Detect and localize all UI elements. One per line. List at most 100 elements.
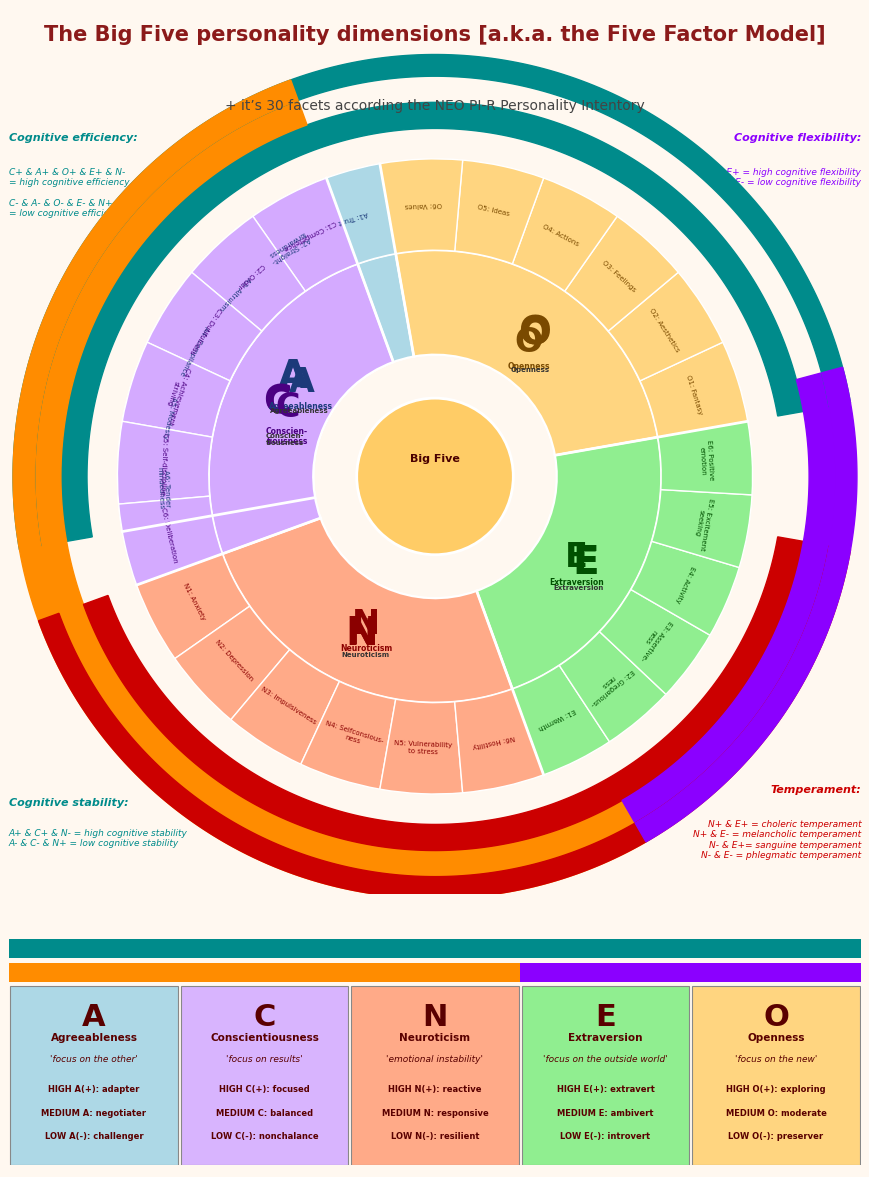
Text: C+ & A+ & O+ & E+ & N-
= high cognitive efficiency

C- & A- & O- & E- & N+
= low: C+ & A+ & O+ & E+ & N- = high cognitive … (9, 167, 129, 218)
Text: O1: Fantasy: O1: Fantasy (685, 374, 702, 415)
Text: N2: Depression: N2: Depression (214, 638, 255, 681)
Wedge shape (512, 665, 609, 774)
Text: MEDIUM E: ambivert: MEDIUM E: ambivert (557, 1109, 653, 1118)
Text: A5: Modesty: A5: Modesty (162, 395, 177, 439)
Wedge shape (395, 251, 657, 455)
Text: Agreeableness: Agreeableness (50, 1033, 137, 1043)
Text: E5: Excitement
seeking: E5: Excitement seeking (691, 497, 713, 551)
Text: Agreeableness: Agreeableness (269, 403, 333, 412)
Wedge shape (454, 160, 543, 264)
Wedge shape (395, 251, 657, 455)
Text: The Big Five personality dimensions [a.k.a. the Five Factor Model]: The Big Five personality dimensions [a.k… (44, 26, 825, 45)
Text: E3: Assertive-
ness: E3: Assertive- ness (633, 616, 672, 661)
Polygon shape (13, 80, 645, 898)
Text: Cognitive stability:: Cognitive stability: (9, 798, 129, 809)
Text: LOW N(-): resilient: LOW N(-): resilient (390, 1132, 479, 1142)
Text: C1: Competence: C1: Competence (282, 219, 336, 252)
Text: MEDIUM O: moderate: MEDIUM O: moderate (725, 1109, 826, 1118)
Wedge shape (209, 264, 393, 554)
Text: C3: Dutifulness: C3: Dutifulness (189, 306, 222, 354)
Text: C6: Deliberation: C6: Deliberation (160, 507, 178, 564)
Text: Conscien-
tiousness: Conscien- tiousness (266, 427, 308, 446)
Text: C: C (275, 391, 299, 424)
Text: O: O (518, 315, 551, 353)
Text: A: A (277, 358, 307, 395)
Text: Big Five: Big Five (409, 454, 460, 464)
Text: Neuroticism: Neuroticism (399, 1033, 470, 1043)
Wedge shape (301, 164, 395, 272)
FancyBboxPatch shape (181, 986, 348, 1165)
Wedge shape (651, 490, 751, 567)
Text: E6: Positive
emotion: E6: Positive emotion (698, 440, 713, 481)
Text: Neuroticism: Neuroticism (340, 644, 392, 653)
Text: N: N (345, 616, 377, 653)
Text: O: O (514, 326, 542, 359)
Wedge shape (123, 343, 229, 437)
Text: Cognitive flexibility:: Cognitive flexibility: (733, 133, 860, 142)
Text: HIGH N(+): reactive: HIGH N(+): reactive (388, 1085, 481, 1095)
Wedge shape (564, 217, 678, 331)
Wedge shape (630, 541, 739, 636)
Text: E4: Activity: E4: Activity (673, 565, 694, 604)
Text: A2: Straight-
forwardness: A2: Straight- forwardness (267, 230, 310, 265)
Wedge shape (559, 632, 665, 742)
FancyBboxPatch shape (230, 1170, 639, 1177)
FancyBboxPatch shape (521, 986, 688, 1165)
Text: C: C (264, 386, 290, 420)
Text: Openness: Openness (746, 1033, 804, 1043)
Text: LOW C(-): nonchalance: LOW C(-): nonchalance (210, 1132, 318, 1142)
Polygon shape (13, 54, 850, 550)
Text: A6: Tender
mindedness: A6: Tender mindedness (156, 467, 170, 510)
Wedge shape (657, 421, 752, 494)
Text: LOW E(-): introvert: LOW E(-): introvert (560, 1132, 650, 1142)
Text: A3: Altruism: A3: Altruism (217, 275, 251, 311)
Wedge shape (118, 368, 222, 457)
Wedge shape (118, 497, 222, 585)
Wedge shape (222, 518, 512, 703)
Text: Neuroticism: Neuroticism (341, 652, 388, 658)
FancyBboxPatch shape (692, 986, 859, 1165)
Text: Agreeableness: Agreeableness (270, 407, 328, 414)
Text: C2: Order: C2: Order (236, 262, 265, 290)
Text: Openness: Openness (507, 363, 549, 372)
FancyBboxPatch shape (10, 986, 177, 1165)
Wedge shape (607, 272, 722, 381)
Wedge shape (230, 188, 339, 304)
FancyBboxPatch shape (9, 963, 520, 982)
Wedge shape (175, 233, 289, 347)
Text: 'focus on results': 'focus on results' (226, 1055, 302, 1064)
Text: Cognitive efficiency:: Cognitive efficiency: (9, 133, 137, 142)
Text: C: C (253, 1003, 275, 1032)
Text: HIGH C(+): focused: HIGH C(+): focused (219, 1085, 309, 1095)
Text: E2: Gregarious-
ness: E2: Gregarious- ness (584, 663, 634, 707)
FancyBboxPatch shape (351, 986, 518, 1165)
Text: A: A (82, 1003, 106, 1032)
Text: N: N (352, 607, 380, 640)
Text: E: E (564, 541, 587, 574)
Polygon shape (621, 373, 834, 823)
Wedge shape (136, 554, 249, 659)
Text: 'focus on the new': 'focus on the new' (734, 1055, 816, 1064)
Text: MEDIUM C: balanced: MEDIUM C: balanced (216, 1109, 313, 1118)
Text: Temperament:: Temperament: (770, 785, 860, 796)
Wedge shape (301, 681, 395, 789)
Wedge shape (380, 699, 462, 794)
Text: Conscientiousness: Conscientiousness (209, 1033, 319, 1043)
Text: O2: Aesthetics: O2: Aesthetics (647, 307, 680, 353)
Wedge shape (117, 448, 212, 532)
Text: 'focus on the other': 'focus on the other' (50, 1055, 137, 1064)
Wedge shape (476, 437, 660, 689)
Text: O: O (762, 1003, 788, 1032)
Text: E: E (594, 1003, 615, 1032)
Text: HIGH O(+): exploring: HIGH O(+): exploring (726, 1085, 825, 1095)
Text: Conscien-
tiousness: Conscien- tiousness (266, 433, 304, 446)
Text: HIGH A(+): adapter: HIGH A(+): adapter (48, 1085, 140, 1095)
Text: N+ & E+ = choleric temperament
N+ & E- = melancholic temperament
N- & E+= sangui: N+ & E+ = choleric temperament N+ & E- =… (693, 820, 860, 860)
Text: Openness: Openness (509, 367, 548, 373)
Text: A: A (278, 360, 306, 393)
Text: O5: Ideas: O5: Ideas (476, 205, 510, 218)
Wedge shape (117, 421, 212, 504)
Wedge shape (599, 590, 709, 694)
Wedge shape (640, 343, 746, 437)
Polygon shape (83, 537, 802, 851)
